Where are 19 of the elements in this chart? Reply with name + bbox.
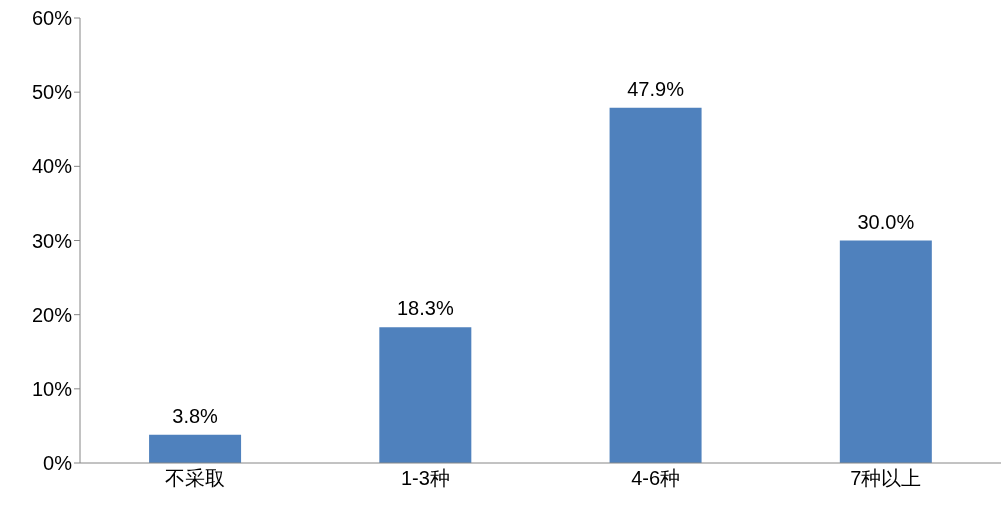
x-tick-label: 7种以上 [850, 467, 922, 490]
bar [149, 434, 242, 463]
bar [379, 327, 472, 463]
y-tick-label: 50% [31, 81, 73, 104]
x-tick-label: 不采取 [165, 467, 226, 490]
y-tick-label: 40% [31, 155, 73, 178]
y-tick-label: 10% [31, 377, 73, 400]
x-tick-label: 4-6种 [631, 467, 681, 490]
bar [839, 240, 932, 463]
y-tick-label: 20% [31, 303, 73, 326]
data-label: 18.3% [396, 297, 454, 320]
data-label: 3.8% [172, 404, 219, 427]
data-label: 30.0% [857, 210, 915, 233]
y-tick-label: 60% [31, 7, 73, 30]
y-tick-label: 0% [43, 452, 73, 475]
bar [609, 107, 702, 463]
data-label: 47.9% [627, 77, 685, 100]
y-tick-label: 30% [31, 229, 73, 252]
x-tick-label: 1-3种 [400, 467, 450, 490]
